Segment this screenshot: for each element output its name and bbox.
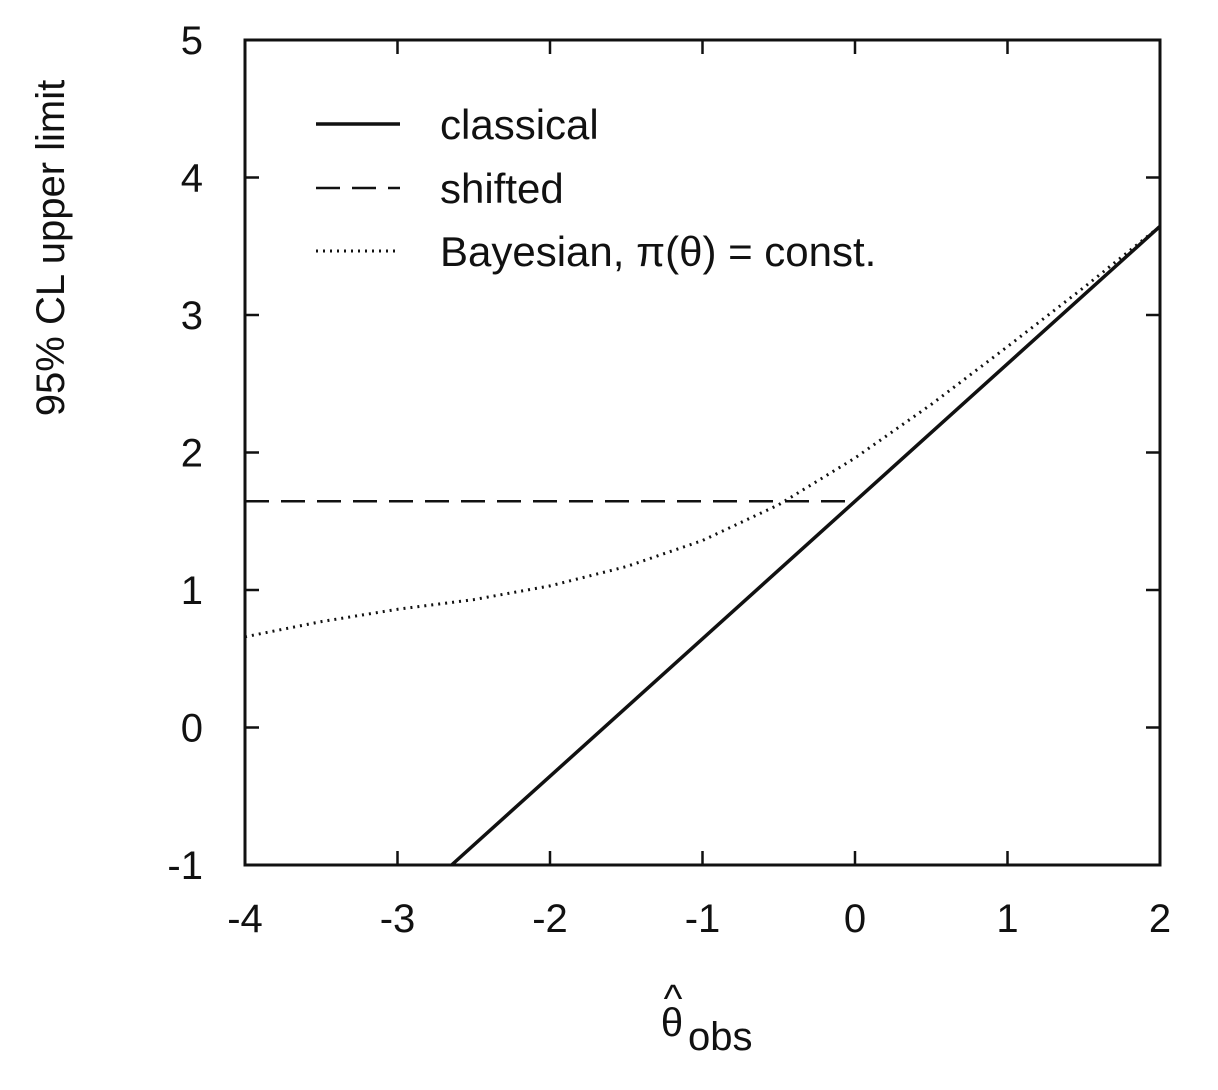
x-axis-label-subscript: obs: [688, 1015, 753, 1059]
x-axis-label-hat: ^: [664, 977, 683, 1021]
plot-frame: [243, 38, 1162, 867]
plot-area: [243, 38, 1162, 867]
series-layer: [244, 225, 1162, 867]
y-tick-label: -1: [167, 844, 203, 888]
y-tick-label: 3: [181, 294, 203, 338]
axis-ticks: [243, 38, 1162, 867]
x-tick-label: -4: [227, 897, 263, 941]
y-tick-label: 5: [181, 19, 203, 63]
axis-tick-labels: -4 -3 -2 -1 0 1 2 -1 0 1 2 3 4 5: [167, 19, 1171, 941]
y-axis-label: 95% CL upper limit: [29, 80, 73, 416]
legend-label: Bayesian, π(θ) = const.: [440, 228, 876, 275]
legend: classical shifted Bayesian, π(θ) = const.: [316, 101, 876, 275]
x-tick-label: -3: [380, 897, 416, 941]
y-tick-label: 2: [181, 432, 203, 476]
x-tick-label: 2: [1149, 897, 1171, 941]
legend-label: shifted: [440, 165, 564, 212]
series-line-solid: [450, 225, 1162, 867]
x-axis-label: ^ θ obs: [661, 977, 753, 1059]
x-tick-label: -2: [532, 897, 568, 941]
x-tick-label: 0: [844, 897, 866, 941]
y-tick-label: 4: [181, 157, 203, 201]
x-tick-label: 1: [996, 897, 1018, 941]
y-tick-label: 0: [181, 707, 203, 751]
series-line-dotted: [244, 225, 1161, 639]
y-tick-label: 1: [181, 569, 203, 613]
legend-label: classical: [440, 101, 599, 148]
x-axis-label-theta: θ: [661, 1001, 683, 1045]
x-tick-label: -1: [685, 897, 721, 941]
